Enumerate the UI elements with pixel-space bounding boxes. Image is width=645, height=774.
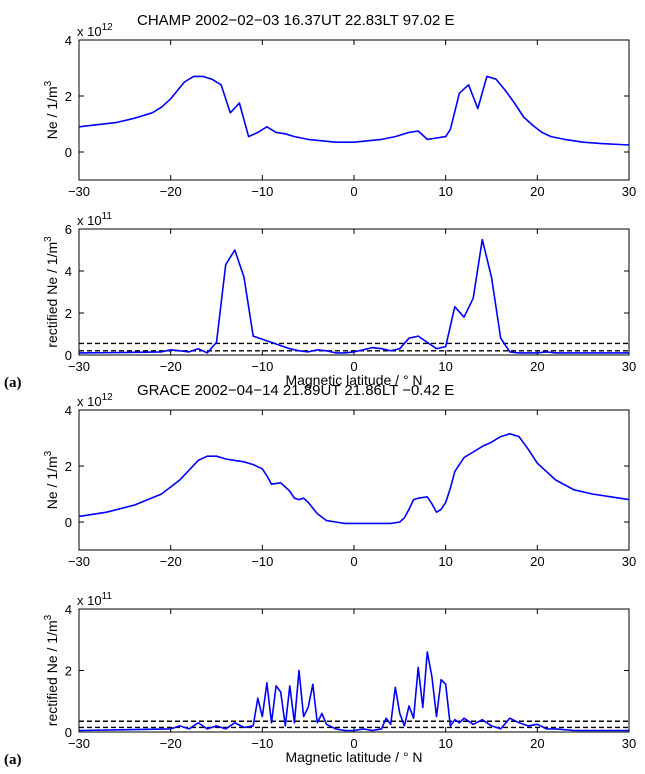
chart-title: GRACE 2002−04−14 21.89UT 21.86LT −0.42 E [137, 382, 454, 399]
panel-letter: (a) [4, 375, 22, 391]
chart-panel-4: −30 −20 −10 0 10 20 30 0 2 4 x 1011 rectified Ne / … [4, 591, 636, 768]
y-tick-label: 2 [65, 664, 72, 679]
x-tick-label: 20 [530, 736, 544, 751]
x-tick-label: 0 [350, 736, 357, 751]
y-tick-label: 2 [65, 459, 72, 474]
y-axis-label: Ne / 1/m3 [43, 80, 60, 139]
x-tick-label: −10 [251, 736, 273, 751]
y-axis-label-superscript: 3 [43, 614, 54, 620]
x-tick-label: −20 [160, 736, 182, 751]
y-tick-label: 4 [65, 403, 72, 418]
y-multiplier-exponent: 12 [102, 392, 114, 403]
y-axis-label: rectified Ne / 1/m3 [43, 614, 60, 726]
chart-panel-1: −30 −20 −10 0 10 20 30 0 2 4 x 1012 CHAMP 2002−02−0… [43, 12, 636, 199]
series-line-1 [79, 75, 629, 146]
series-line-1 [79, 651, 629, 732]
x-tick-label: 0 [350, 184, 357, 199]
x-tick-label: 10 [438, 184, 452, 199]
y-tick-label: 0 [65, 725, 72, 740]
x-tick-label: 30 [622, 184, 636, 199]
x-tick-label: 0 [350, 554, 357, 569]
x-tick-label: −10 [251, 359, 273, 374]
x-tick-label: 20 [530, 184, 544, 199]
plot-frame [78, 409, 630, 551]
x-axis-label: Magnetic latitude / ° N [285, 749, 422, 765]
y-multiplier-exponent: 12 [102, 22, 114, 33]
y-tick-label: 2 [65, 89, 72, 104]
y-multiplier: x 1012 [77, 22, 113, 39]
x-tick-label: −10 [251, 554, 273, 569]
series-line-1 [79, 432, 629, 525]
chart-title: CHAMP 2002−02−03 16.37UT 22.83LT 97.02 E [137, 12, 454, 29]
plot-frame [78, 39, 630, 181]
x-tick-label: −10 [251, 184, 273, 199]
y-axis-label: Ne / 1/m3 [43, 450, 60, 509]
y-tick-label: 2 [65, 306, 72, 321]
x-tick-label: −20 [160, 184, 182, 199]
y-axis-label-superscript: 3 [43, 80, 54, 86]
y-multiplier: x 1012 [77, 392, 113, 409]
plot-frame [78, 228, 630, 356]
x-tick-label: −30 [68, 359, 90, 374]
series-line-1 [79, 238, 629, 354]
y-tick-label: 0 [65, 145, 72, 160]
x-tick-label: 0 [350, 359, 357, 374]
chart-panel-2: −30 −20 −10 0 10 20 30 0 2 4 6 x 1011 rectified Ne /… [4, 211, 636, 391]
y-multiplier-exponent: 11 [102, 591, 113, 602]
x-tick-label: 10 [438, 359, 452, 374]
y-tick-label: 0 [65, 348, 72, 363]
x-tick-label: −30 [68, 736, 90, 751]
y-multiplier: x 1011 [77, 211, 112, 228]
y-tick-label: 0 [65, 515, 72, 530]
x-tick-label: 10 [438, 554, 452, 569]
panel-letter: (a) [4, 752, 22, 768]
y-axis-label-superscript: 3 [43, 236, 54, 242]
x-tick-label: 30 [622, 736, 636, 751]
x-tick-label: 10 [438, 736, 452, 751]
x-tick-label: 30 [622, 554, 636, 569]
x-tick-label: 30 [622, 359, 636, 374]
x-tick-label: 20 [530, 359, 544, 374]
x-tick-label: −30 [68, 184, 90, 199]
y-tick-label: 4 [65, 33, 72, 48]
y-multiplier: x 1011 [77, 591, 112, 608]
y-tick-label: 6 [65, 222, 72, 237]
plot-frame [78, 608, 630, 733]
x-axis-label: Magnetic latitude / ° N [285, 372, 422, 388]
y-tick-label: 4 [65, 602, 72, 617]
x-tick-label: −30 [68, 554, 90, 569]
x-tick-label: 20 [530, 554, 544, 569]
y-multiplier-exponent: 11 [102, 211, 113, 222]
y-tick-label: 4 [65, 264, 72, 279]
y-axis-label: rectified Ne / 1/m3 [43, 236, 60, 348]
x-tick-label: −20 [160, 359, 182, 374]
x-tick-label: −20 [160, 554, 182, 569]
y-axis-label-superscript: 3 [43, 450, 54, 456]
chart-panel-3: −30 −20 −10 0 10 20 30 0 2 4 x 1012 GRACE 2002−04−1… [43, 382, 636, 569]
